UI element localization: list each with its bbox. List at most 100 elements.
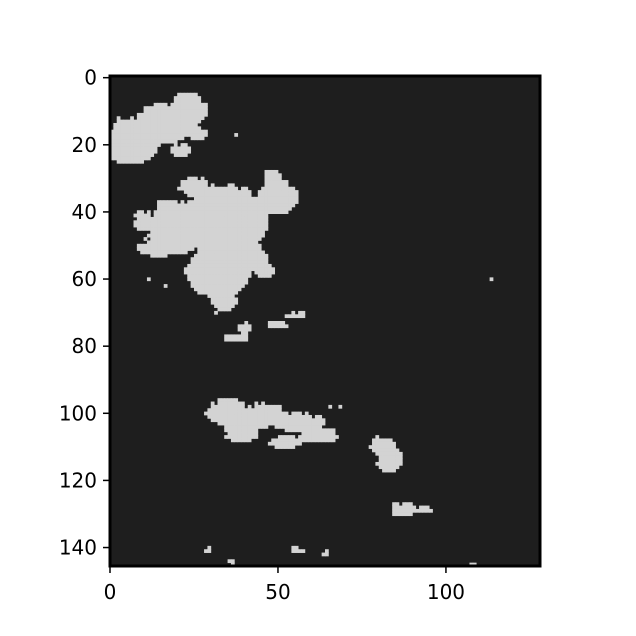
mask-cell: [204, 243, 208, 248]
mask-cell: [207, 287, 212, 292]
mask-cell: [190, 230, 195, 235]
mask-cell: [210, 290, 215, 295]
mask-cell: [197, 112, 202, 117]
mask-cell: [120, 159, 124, 164]
mask-cell: [193, 213, 198, 218]
mask-cell: [187, 116, 192, 121]
mask-cell: [254, 227, 259, 231]
mask-cell: [254, 206, 259, 211]
mask-cell: [163, 284, 168, 288]
mask-cell: [170, 139, 175, 144]
mask-cell: [271, 169, 276, 174]
mask-cell: [133, 153, 138, 157]
mask-cell: [217, 223, 222, 228]
mask-cell: [257, 263, 262, 268]
mask-cell: [180, 216, 185, 221]
mask-cell: [146, 277, 151, 282]
mask-cell: [325, 431, 329, 436]
mask-cell: [247, 203, 252, 208]
mask-cell: [328, 435, 333, 439]
mask-cell: [294, 418, 299, 423]
mask-cell: [375, 438, 380, 443]
mask-cell: [193, 122, 198, 127]
mask-cell: [207, 274, 212, 278]
mask-cell: [217, 243, 222, 248]
mask-cell: [288, 414, 292, 419]
mask-cell: [291, 196, 296, 201]
mask-cell: [291, 441, 296, 446]
mask-cell: [183, 92, 188, 97]
mask-cell: [378, 458, 383, 463]
mask-cell: [392, 461, 396, 466]
mask-cell: [150, 119, 155, 124]
mask-cell: [277, 441, 282, 446]
mask-cell: [385, 441, 390, 446]
mask-cell: [214, 274, 218, 278]
mask-cell: [163, 206, 168, 211]
mask-cell: [204, 213, 208, 218]
mask-cell: [234, 435, 239, 439]
mask-cell: [230, 200, 235, 204]
mask-cell: [264, 411, 269, 416]
mask-cell: [274, 445, 279, 449]
mask-cell: [237, 243, 242, 248]
mask-cell: [153, 146, 158, 151]
mask-cell: [372, 438, 376, 443]
mask-cell: [375, 461, 380, 466]
mask-cell: [251, 213, 255, 218]
mask-cell: [281, 435, 286, 439]
mask-cell: [153, 240, 158, 245]
mask-cell: [116, 146, 121, 151]
mask-cell: [291, 193, 296, 198]
mask-cell: [395, 505, 400, 510]
mask-cell: [277, 206, 282, 211]
mask-cell: [123, 122, 128, 127]
mask-cell: [234, 216, 239, 221]
mask-cell: [224, 300, 228, 305]
mask-cell: [284, 183, 289, 188]
mask-cell: [153, 136, 158, 141]
mask-cell: [241, 327, 245, 332]
mask-cell: [210, 213, 215, 218]
mask-cell: [257, 425, 262, 429]
mask-cell: [338, 404, 343, 409]
mask-cell: [271, 321, 276, 325]
mask-cell: [388, 438, 393, 443]
mask-cell: [402, 512, 407, 517]
mask-cell: [173, 230, 178, 235]
mask-cell: [224, 237, 228, 241]
mask-cell: [204, 280, 208, 285]
mask-cell: [298, 310, 302, 315]
mask-cell: [288, 438, 292, 443]
mask-cell: [244, 253, 249, 258]
mask-cell: [251, 247, 255, 251]
mask-cell: [230, 237, 235, 241]
mask-cell: [284, 324, 289, 329]
mask-cell: [204, 227, 208, 231]
mask-cell: [187, 203, 192, 208]
mask-cell: [325, 552, 329, 557]
mask-cell: [187, 129, 192, 134]
mask-cell: [193, 109, 198, 114]
mask-cell: [382, 461, 386, 466]
mask-cell: [120, 129, 124, 134]
mask-cell: [193, 119, 198, 124]
mask-cell: [207, 233, 212, 238]
mask-cell: [150, 149, 155, 154]
mask-cell: [241, 267, 245, 272]
mask-cell: [288, 186, 292, 191]
mask-cell: [254, 240, 259, 245]
mask-cell: [177, 223, 181, 228]
mask-cell: [193, 106, 198, 110]
mask-cell: [267, 411, 272, 416]
mask-cell: [177, 233, 181, 238]
mask-cell: [271, 190, 276, 194]
mask-cell: [214, 200, 218, 204]
mask-cell: [304, 421, 309, 426]
mask-cell: [183, 106, 188, 110]
mask-cell: [200, 180, 205, 184]
mask-cell: [197, 183, 202, 188]
mask-cell: [294, 438, 299, 443]
mask-cell: [143, 126, 148, 131]
